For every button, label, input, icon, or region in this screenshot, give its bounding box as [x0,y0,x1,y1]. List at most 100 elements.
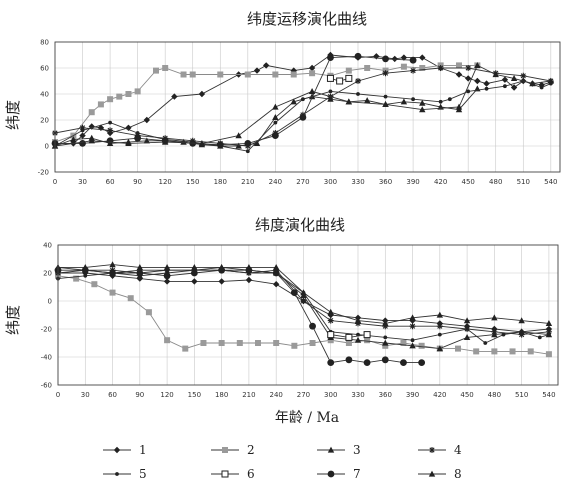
data-point [109,289,116,296]
data-point [106,137,114,145]
data-point [134,134,142,142]
legend-marker [429,447,435,453]
data-point [382,101,389,107]
data-point [290,289,298,296]
data-point [82,264,89,270]
x-tick-label: 180 [214,178,227,186]
data-point [483,341,488,345]
data-point [491,328,498,335]
data-point [409,56,417,64]
x-tick-label: 30 [78,178,87,186]
chart-latitude-migration: 纬度运移演化曲线 纬度 0 30 60 90 120 150 180 210 240 270 300… [4,10,561,187]
y-axis-label: 纬度 [4,100,22,130]
data-point [345,74,353,82]
data-point [510,75,518,81]
legend-item-6: 6 [211,467,255,481]
data-point [400,359,407,366]
y-tick-label: 0 [45,143,49,151]
data-point [217,71,224,78]
data-point [345,356,353,364]
data-point [299,114,307,121]
tick-labels: 0 30 60 90 120 150 180 210 240 270 300 330 360 390 420… [38,39,558,187]
data-point [537,335,542,340]
legend-marker [327,446,335,453]
series-line-7 [55,55,414,146]
data-point [327,317,334,324]
x-tick-label: 390 [406,178,419,186]
legend-marker [221,470,229,478]
series-3 [51,85,481,149]
data-point [218,278,225,285]
legend-label: 6 [247,467,255,481]
y-tick-label: 40 [43,242,52,250]
data-point [145,309,152,316]
legend-item-4: 4 [418,443,462,457]
legend-item-2: 2 [211,443,255,457]
data-point [235,142,242,149]
data-point [363,97,371,104]
data-point [382,323,389,330]
tick-labels: 0 30 60 90 120 150 180 210 240 270 300 330 360 390 420… [41,242,556,400]
data-point [253,140,261,146]
data-point [198,90,206,98]
data-point [382,70,389,77]
x-tick-label: 30 [81,391,90,399]
data-point [418,359,426,366]
x-tick-label: 240 [269,391,282,399]
data-point [309,322,316,330]
data-point [109,269,116,277]
data-point [291,342,298,349]
data-point [134,88,141,95]
data-point [400,340,407,346]
legend-label: 7 [353,467,361,481]
data-point [501,332,506,337]
data-point [491,348,498,355]
data-point [125,91,132,97]
legend-marker [222,447,228,453]
data-point [300,289,307,296]
legend-marker [113,446,121,454]
x-tick-label: 0 [56,391,60,399]
data-point [363,359,371,366]
data-point [88,123,95,130]
x-tick-label: 210 [242,391,255,399]
data-point [539,85,544,90]
series-line-2 [57,275,549,355]
data-point [255,340,261,346]
x-tick-label: 90 [133,178,142,186]
data-point [300,298,307,304]
data-point [116,93,123,100]
data-point [290,98,297,105]
y-tick-label: 0 [48,298,52,306]
data-point [309,340,316,346]
data-point [547,77,555,84]
data-point [327,331,335,339]
data-point [272,264,280,270]
data-point [410,338,415,343]
data-point [382,339,389,346]
legend-label: 5 [139,467,147,481]
data-point [509,348,516,355]
y-axis-label: 纬度 [4,305,22,335]
data-point [327,308,334,315]
data-point [382,55,389,63]
data-point [189,71,196,78]
data-point [262,62,270,69]
data-point [235,132,242,139]
series-2 [55,272,552,358]
data-point [309,70,316,77]
data-point [400,54,408,61]
x-tick-label: 360 [379,178,392,186]
data-point [73,275,80,282]
x-tick-label: 420 [434,178,447,186]
data-point [272,103,279,110]
data-point [162,65,169,71]
legend-item-7: 7 [317,467,361,481]
data-point [88,109,95,116]
data-point [327,54,334,61]
series-line-3 [54,88,478,147]
data-point [326,74,334,82]
x-tick-label: 540 [542,391,555,399]
data-point [464,75,472,82]
data-point [545,328,552,335]
